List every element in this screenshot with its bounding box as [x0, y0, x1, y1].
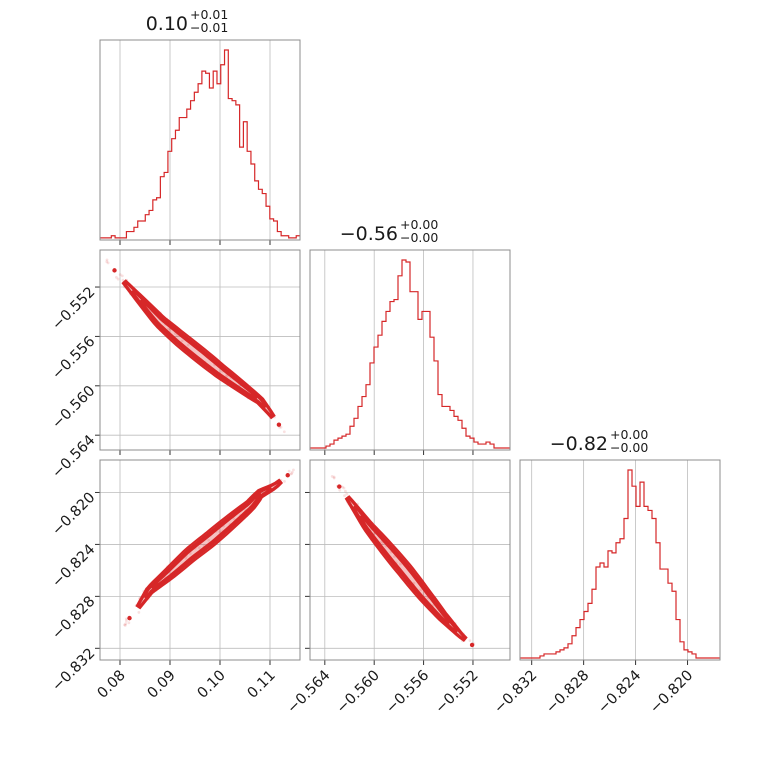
scatter-panel-p1-p2-sample-3 — [344, 489, 347, 493]
scatter-panel-p0-p1-sample-17 — [167, 327, 170, 331]
ytick-label-p1-3: −0.552 — [49, 284, 98, 333]
histogram-p2 — [520, 469, 720, 659]
scatter-panel-p0-p2-sample-77 — [124, 622, 128, 626]
xtick-label-p2-0: −0.832 — [491, 668, 540, 717]
scatter-panel-p0-p2-contour-0 — [136, 479, 283, 609]
title-sup-p0: +0.01 — [190, 7, 228, 22]
scatter-panel-p0-p1-sample-37 — [106, 261, 110, 265]
scatter-panel-p0-p1-sample-64 — [225, 374, 228, 377]
xtick-label-p1-1: −0.560 — [334, 668, 383, 717]
scatter-panel-p0-p2-sample-86 — [123, 623, 127, 627]
scatter-panel-p0-p1-sample-38 — [180, 339, 184, 343]
scatter-panel-p1-p2-sample-72 — [341, 485, 344, 489]
scatter-panel-p0-p1-contour-2 — [139, 298, 258, 400]
xtick-label-p0-1: 0.09 — [145, 668, 179, 702]
xtick-label-p2-1: −0.828 — [543, 668, 592, 717]
scatter-panel-p1-p2-contour-2 — [359, 514, 451, 625]
scatter-panel-p0-p1-sample-18 — [279, 425, 283, 429]
xtick-label-p0-3: 0.11 — [245, 668, 279, 702]
scatter-panel-p0-p2-sample-72 — [290, 470, 294, 474]
scatter-panel-p1-p2-contour-1 — [352, 505, 459, 633]
scatter-panel-p1-p2-sample-63 — [468, 639, 472, 642]
title-value-p0: 0.10 — [146, 13, 188, 35]
scatter-panel-p0-p2-contour-2 — [150, 491, 262, 590]
scatter-panel-p0-p2-sample-53 — [218, 530, 222, 534]
ytick-label-p2-0: −0.832 — [49, 645, 98, 694]
ytick-label-p1-1: −0.560 — [49, 383, 98, 432]
scatter-panel-p0-p1-sample-51 — [115, 275, 118, 279]
ytick-label-p1-0: −0.564 — [49, 432, 98, 481]
histogram-p1 — [310, 259, 510, 449]
scatter-panel-p0-p2-sample-29 — [123, 623, 126, 627]
scatter-panel-p0-p1-sample-52 — [118, 273, 122, 277]
scatter-panel-p0-p2-sample-59 — [184, 556, 188, 560]
scatter-panel-p0-p2-blob-1 — [285, 473, 290, 478]
scatter-panel-p0-p2-sample-18 — [287, 469, 291, 473]
title-sub-p2: −0.00 — [610, 440, 648, 455]
scatter-panel-p1-p2-sample-14 — [332, 476, 336, 480]
scatter-panel-p0-p1-sample-57 — [105, 258, 109, 262]
scatter-panel-p0-p1-sample-10 — [121, 278, 125, 282]
xtick-label-p1-3: −0.552 — [433, 668, 482, 717]
scatter-panel-p1-p2-blob-1 — [469, 642, 475, 648]
scatter-panel-p1-p2-sample-9 — [332, 475, 336, 479]
xtick-label-p2-3: −0.820 — [647, 668, 696, 717]
scatter-panel-p0-p1-sample-76 — [186, 343, 190, 347]
scatter-panel-p0-p2-sample-68 — [137, 611, 141, 614]
xtick-label-p2-2: −0.824 — [595, 668, 644, 717]
title-sub-p1: −0.00 — [400, 230, 438, 245]
ytick-label-p1-2: −0.556 — [49, 334, 98, 383]
hist-panel-p2 — [519, 459, 721, 661]
scatter-panel-p0-p1-sample-80 — [120, 274, 124, 278]
title-sub-p0: −0.01 — [190, 20, 228, 35]
title-sup-p2: +0.00 — [610, 427, 648, 442]
scatter-panel-p0-p2-sample-13 — [283, 480, 286, 483]
scatter-panel-p0-p2-sample-65 — [124, 617, 128, 621]
ytick-label-p2-2: −0.824 — [49, 542, 98, 591]
scatter-panel-p0-p1-sample-86 — [116, 277, 120, 281]
scatter-panel-p0-p1-sample-43 — [105, 260, 109, 264]
ytick-label-p2-1: −0.828 — [49, 594, 98, 643]
scatter-panel-p1-p2-sample-4 — [345, 492, 349, 496]
xtick-label-p1-0: −0.564 — [284, 668, 333, 717]
hist-panel-p0 — [99, 39, 301, 241]
title-value-p1: −0.56 — [340, 223, 398, 245]
scatter-panel-p0-p2-contour-1 — [143, 486, 273, 599]
scatter-panel-p0-p2 — [99, 459, 301, 661]
scatter-panel-p0-p2-sample-43 — [197, 546, 201, 549]
scatter-panel-p0-p2-sample-79 — [292, 468, 295, 472]
scatter-panel-p1-p2-sample-64 — [330, 474, 334, 478]
hist-panel-p1 — [309, 249, 511, 451]
scatter-panel-p0-p1 — [99, 249, 301, 451]
scatter-panel-p0-p1-blob-0 — [112, 268, 117, 273]
scatter-panel-p1-p2 — [309, 459, 511, 661]
scatter-panel-p1-p2-sample-76 — [338, 488, 342, 492]
scatter-panel-p1-p2-sample-81 — [419, 588, 422, 592]
scatter-panel-p1-p2-blob-0 — [337, 484, 342, 489]
scatter-panel-p0-p2-blob-0 — [127, 615, 132, 621]
title-value-p2: −0.82 — [550, 433, 608, 455]
scatter-panel-p0-p1-blob-1 — [276, 422, 282, 427]
scatter-panel-p0-p1-contour-1 — [131, 289, 267, 409]
scatter-panel-p0-p2-sample-70 — [290, 472, 294, 476]
scatter-panel-p1-p2-sample-26 — [399, 562, 402, 566]
scatter-panel-p0-p2-sample-55 — [127, 621, 131, 625]
ytick-label-p2-3: −0.820 — [49, 490, 98, 539]
xtick-label-p0-2: 0.10 — [195, 668, 229, 702]
scatter-panel-p0-p2-sample-16 — [124, 619, 128, 623]
scatter-panel-p0-p2-sample-75 — [232, 517, 236, 521]
histogram-p0 — [100, 49, 300, 239]
scatter-panel-p0-p1-sample-47 — [282, 430, 286, 434]
scatter-panel-p1-p2-sample-89 — [343, 494, 346, 498]
xtick-label-p1-2: −0.556 — [383, 668, 432, 717]
title-sup-p1: +0.00 — [400, 217, 438, 232]
scatter-panel-p1-p2-contour-0 — [345, 496, 467, 641]
scatter-panel-p0-p1-contour-0 — [122, 280, 275, 419]
scatter-panel-p0-p2-sample-62 — [207, 538, 211, 542]
scatter-panel-p1-p2-sample-17 — [342, 486, 346, 490]
xtick-label-p0-0: 0.08 — [95, 668, 129, 702]
